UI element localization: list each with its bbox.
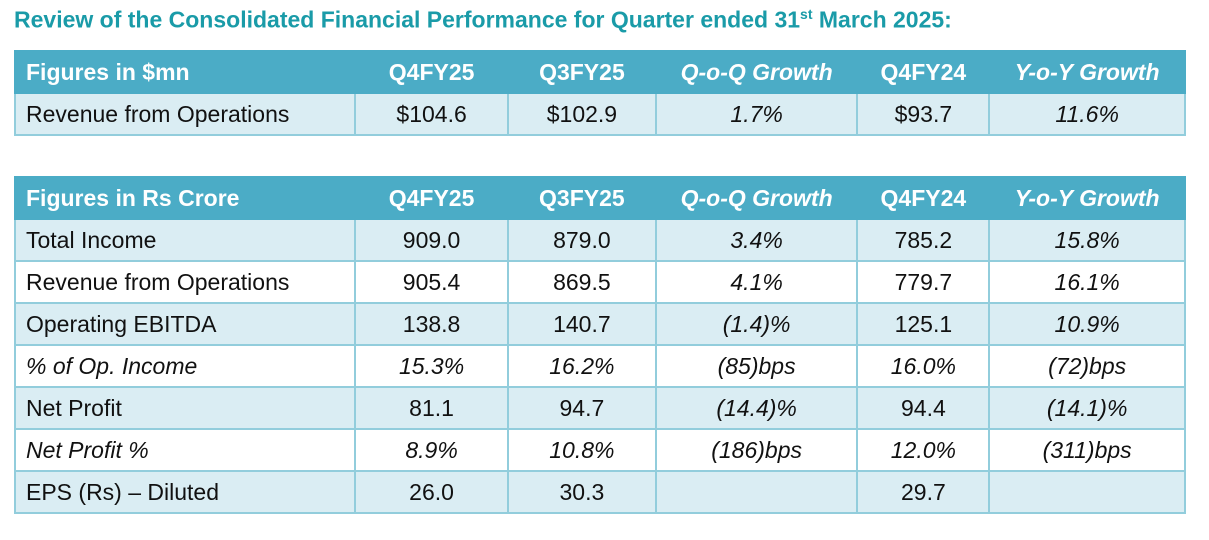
table-cell: 26.0	[354, 470, 509, 514]
table-row: Revenue from Operations 905.4 869.5 4.1% 779…	[13, 260, 1186, 304]
row-label: EPS (Rs) – Diluted	[13, 470, 357, 514]
table-cell: 4.1%	[654, 260, 859, 304]
table-cell: 30.3	[506, 470, 657, 514]
table-cell: 15.8%	[988, 218, 1186, 262]
table-row: EPS (Rs) – Diluted 26.0 30.3 29.7	[13, 470, 1186, 514]
table-cell: 1.7%	[654, 92, 859, 136]
header-row: Figures in $mn Q4FY25 Q3FY25 Q-o-Q Growth Q4…	[13, 50, 1186, 94]
table-cell: 15.3%	[354, 344, 509, 388]
table-row: % of Op. Income 15.3% 16.2% (85)bps 16.0% (72…	[13, 344, 1186, 388]
table-row: Operating EBITDA 138.8 140.7 (1.4)% 125.1 10.…	[13, 302, 1186, 346]
table-cell: (1.4)%	[654, 302, 859, 346]
header-row: Figures in Rs Crore Q4FY25 Q3FY25 Q-o-Q Gro…	[13, 176, 1186, 220]
column-header: Q3FY25	[506, 176, 657, 220]
table-cell: 16.1%	[988, 260, 1186, 304]
table-cell: (72)bps	[988, 344, 1186, 388]
column-header: Figures in Rs Crore	[13, 176, 357, 220]
row-label: Revenue from Operations	[13, 92, 357, 136]
table-cell: 81.1	[354, 386, 509, 430]
table-cell: 125.1	[856, 302, 991, 346]
column-header: Figures in $mn	[13, 50, 357, 94]
column-header: Q4FY25	[354, 50, 509, 94]
table-cell: 140.7	[506, 302, 657, 346]
table-cell: (14.1)%	[988, 386, 1186, 430]
table-cell: 94.4	[856, 386, 991, 430]
table-row: Total Income 909.0 879.0 3.4% 785.2 15.8%	[13, 218, 1186, 262]
row-label: Net Profit	[13, 386, 357, 430]
row-label: Total Income	[13, 218, 357, 262]
table-cell: 785.2	[856, 218, 991, 262]
table-cell	[654, 470, 859, 514]
table-cell: (14.4)%	[654, 386, 859, 430]
table-cell: 16.0%	[856, 344, 991, 388]
row-label: Revenue from Operations	[13, 260, 357, 304]
table-cell: $104.6	[354, 92, 509, 136]
table-cell: 905.4	[354, 260, 509, 304]
table-cell: 3.4%	[654, 218, 859, 262]
inr-performance-table: Figures in Rs Crore Q4FY25 Q3FY25 Q-o-Q Gro…	[13, 176, 1186, 514]
table-cell: 12.0%	[856, 428, 991, 472]
table-cell: $102.9	[507, 92, 657, 136]
row-label: Net Profit %	[13, 428, 357, 472]
table-cell: (186)bps	[654, 428, 859, 472]
table-cell: 11.6%	[988, 92, 1186, 136]
usd-performance-table: Figures in $mn Q4FY25 Q3FY25 Q-o-Q Growth Q4…	[13, 50, 1186, 136]
table-cell: (85)bps	[654, 344, 859, 388]
row-label: Operating EBITDA	[13, 302, 357, 346]
table-row: Net Profit 81.1 94.7 (14.4)% 94.4 (14.1)%	[13, 386, 1186, 430]
table-cell: 16.2%	[506, 344, 657, 388]
column-header: Q-o-Q Growth	[654, 50, 859, 94]
table-cell: 94.7	[506, 386, 657, 430]
table-cell: 779.7	[856, 260, 991, 304]
table-cell	[988, 470, 1186, 514]
column-header: Y-o-Y Growth	[988, 176, 1186, 220]
title-rest: March 2025:	[812, 6, 952, 33]
column-header: Q4FY24	[856, 176, 991, 220]
column-header: Y-o-Y Growth	[988, 50, 1186, 94]
table-cell: 909.0	[354, 218, 509, 262]
table-cell: (311)bps	[988, 428, 1186, 472]
title-text: Review of the Consolidated Financial Per…	[14, 6, 801, 33]
page-title: Review of the Consolidated Financial Per…	[14, 6, 952, 34]
table-row: Revenue from Operations $104.6 $102.9 1.7% $…	[13, 92, 1186, 136]
table-cell: 8.9%	[354, 428, 509, 472]
column-header: Q4FY25	[354, 176, 509, 220]
table-cell: 879.0	[506, 218, 657, 262]
title-superscript: st	[800, 6, 813, 22]
row-label: % of Op. Income	[13, 344, 357, 388]
column-header: Q4FY24	[856, 50, 991, 94]
table-cell: 138.8	[354, 302, 509, 346]
table-row: Net Profit % 8.9% 10.8% (186)bps 12.0% (311)b…	[13, 428, 1186, 472]
table-cell: 29.7	[856, 470, 991, 514]
column-header: Q3FY25	[507, 50, 657, 94]
table-cell: 10.8%	[506, 428, 657, 472]
table-cell: 10.9%	[988, 302, 1186, 346]
column-header: Q-o-Q Growth	[654, 176, 859, 220]
table-cell: 869.5	[506, 260, 657, 304]
table-cell: $93.7	[856, 92, 991, 136]
